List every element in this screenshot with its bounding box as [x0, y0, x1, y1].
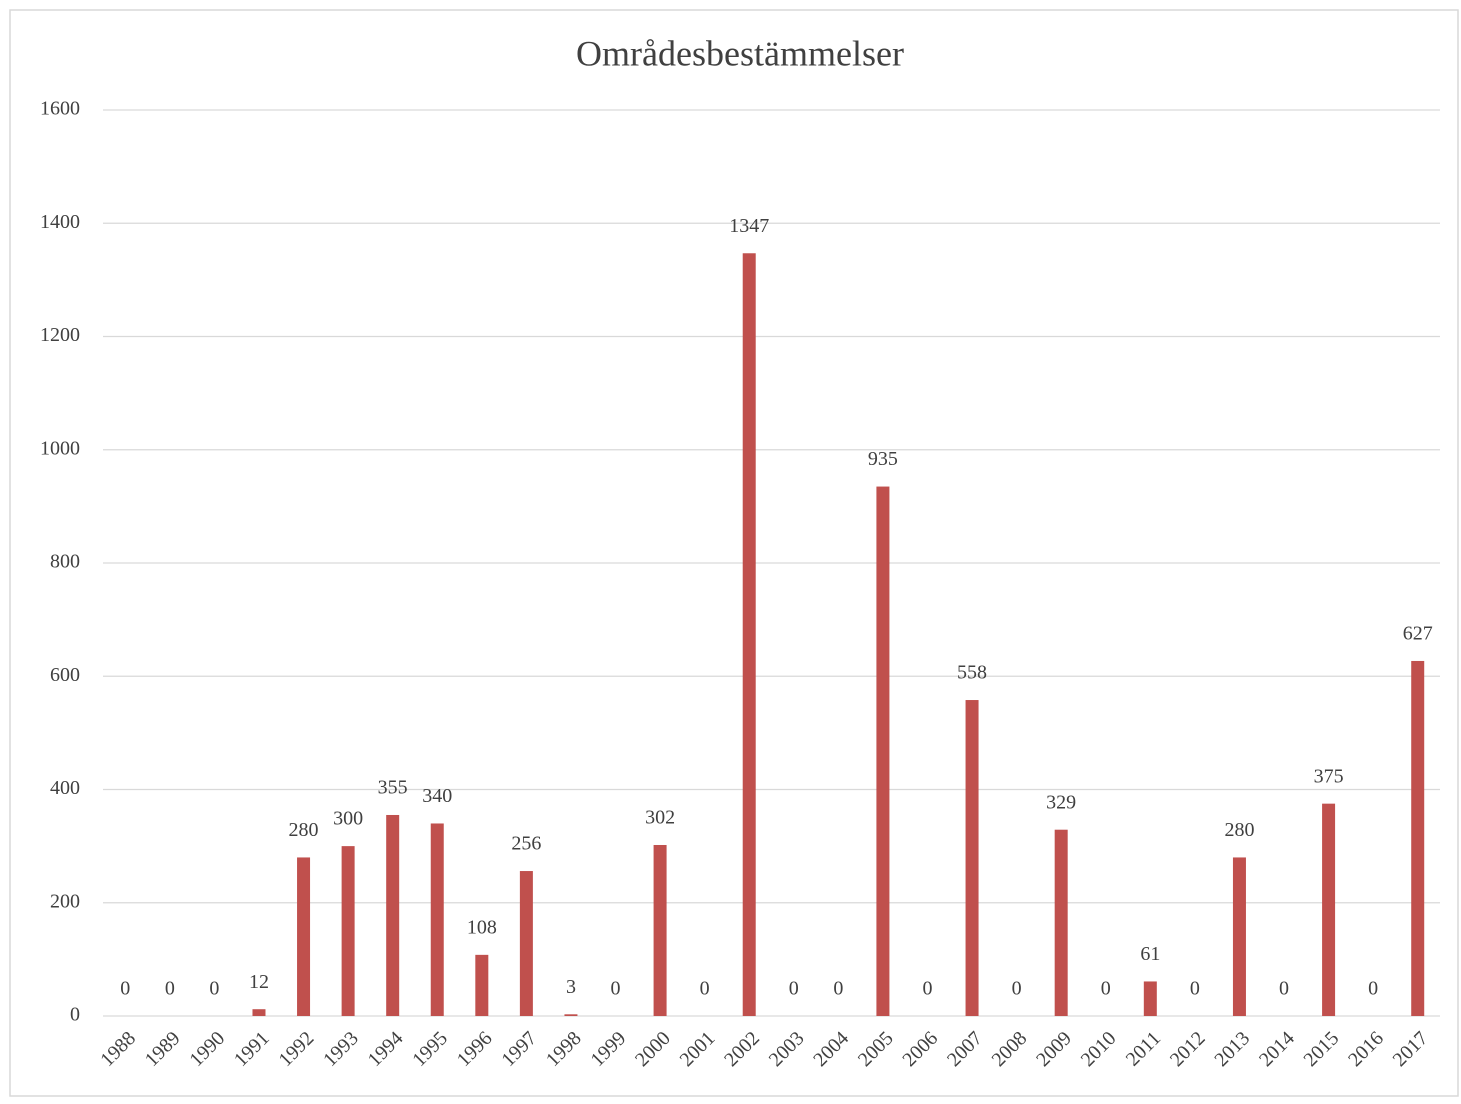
data-label: 280: [289, 819, 319, 841]
data-label: 302: [645, 807, 675, 829]
data-label: 375: [1314, 765, 1344, 787]
data-label: 108: [467, 916, 497, 938]
data-label: 0: [789, 978, 799, 1000]
bar: [252, 1009, 266, 1016]
y-tick-label: 1200: [40, 324, 80, 346]
bar: [475, 954, 489, 1016]
y-tick-label: 400: [50, 777, 80, 799]
data-label: 0: [922, 978, 932, 1000]
data-label: 0: [700, 978, 710, 1000]
y-tick-label: 800: [50, 551, 80, 573]
chart-title: Områdesbestämmelser: [576, 33, 904, 73]
bar: [519, 871, 533, 1016]
data-label: 0: [611, 978, 621, 1000]
data-label: 340: [422, 785, 452, 807]
bar: [564, 1014, 578, 1016]
data-label: 0: [120, 978, 130, 1000]
y-tick-label: 200: [50, 890, 80, 912]
y-tick-label: 1000: [40, 437, 80, 459]
data-label: 0: [1101, 978, 1111, 1000]
data-label: 627: [1403, 623, 1433, 645]
bar: [742, 253, 756, 1017]
bar: [1232, 857, 1246, 1016]
y-tick-label: 0: [70, 1004, 80, 1026]
data-label: 3: [566, 976, 576, 998]
bar: [1322, 803, 1336, 1016]
data-label: 329: [1046, 791, 1076, 813]
chart-border: [9, 9, 1459, 1097]
data-label: 12: [249, 971, 269, 993]
bar: [430, 823, 444, 1016]
y-tick-label: 1400: [40, 211, 80, 233]
bar: [653, 844, 667, 1016]
data-label: 1347: [729, 215, 769, 237]
bar: [1411, 660, 1425, 1016]
bar: [1054, 829, 1068, 1016]
y-tick-label: 1600: [40, 98, 80, 120]
data-label: 355: [378, 777, 408, 799]
bar: [1143, 981, 1157, 1016]
bar: [876, 486, 890, 1016]
data-label: 558: [957, 662, 987, 684]
bar: [341, 846, 355, 1016]
data-label: 256: [511, 833, 541, 855]
bar: [386, 814, 400, 1016]
y-tick-label: 600: [50, 664, 80, 686]
data-label: 0: [165, 978, 175, 1000]
data-label: 935: [868, 448, 898, 470]
bar: [297, 857, 311, 1016]
data-label: 0: [833, 978, 843, 1000]
data-label: 0: [1012, 978, 1022, 1000]
data-label: 0: [1190, 978, 1200, 1000]
data-label: 61: [1140, 943, 1160, 965]
data-label: 0: [1279, 978, 1289, 1000]
data-label: 300: [333, 808, 363, 830]
data-label: 280: [1224, 819, 1254, 841]
bar: [965, 700, 979, 1016]
data-label: 0: [209, 978, 219, 1000]
data-label: 0: [1368, 978, 1378, 1000]
